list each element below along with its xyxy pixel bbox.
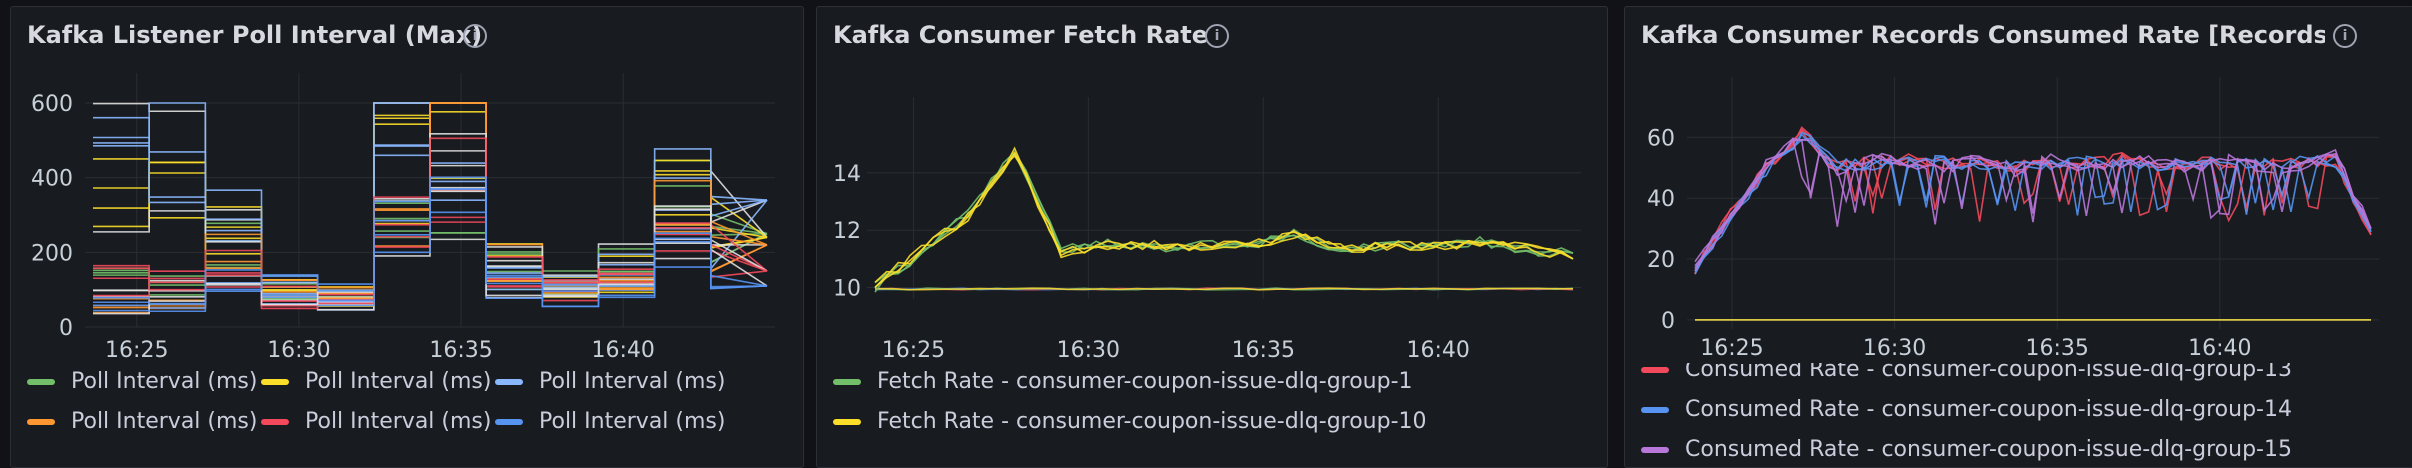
legend-label: Poll Interval (ms): [305, 409, 492, 434]
poll-interval-panel: Kafka Listener Poll Interval (Max) i 0 20…: [10, 6, 804, 468]
legend-label: Poll Interval (ms): [539, 369, 726, 394]
y-tick-label: 0: [1661, 309, 1675, 334]
y-tick-label: 600: [31, 92, 73, 117]
legend-label: Poll Interval (ms): [305, 369, 492, 394]
x-tick-label: 16:30: [1057, 338, 1120, 363]
x-tick-label: 16:40: [591, 338, 654, 363]
legend-label: Poll Interval (ms): [539, 409, 726, 434]
series-line: [1694, 126, 2372, 274]
legend-item[interactable]: Fetch Rate - consumer-coupon-issue-dlq-g…: [833, 369, 1413, 394]
legend-item[interactable]: Consumed Rate - consumer-coupon-issue-dl…: [1641, 437, 2292, 462]
legend-item[interactable]: Poll Interval (ms): [261, 369, 491, 394]
series-line: [874, 151, 1574, 289]
legend-item[interactable]: Poll Interval (ms): [261, 409, 491, 434]
legend-item[interactable]: Poll Interval (ms): [27, 369, 257, 394]
panel-title[interactable]: Kafka Consumer Records Consumed Rate [Re…: [1641, 21, 2325, 49]
legend-swatch: [261, 378, 289, 385]
y-tick-label: 60: [1647, 126, 1675, 151]
x-tick-label: 16:25: [882, 338, 945, 363]
chart-legend: Poll Interval (ms) Poll Interval (ms) Poll…: [11, 369, 803, 459]
chart-legend: Fetch Rate - consumer-coupon-issue-dlq-g…: [817, 369, 1607, 459]
legend-swatch: [833, 418, 861, 425]
legend-item[interactable]: Poll Interval (ms): [495, 409, 725, 434]
legend-swatch: [495, 378, 523, 385]
legend-swatch: [1641, 366, 1669, 373]
series-line: [1694, 139, 2372, 267]
panel-title[interactable]: Kafka Listener Poll Interval (Max): [27, 21, 483, 49]
y-tick-label: 400: [31, 167, 73, 192]
legend-item[interactable]: Fetch Rate - consumer-coupon-issue-dlq-g…: [833, 409, 1427, 434]
y-tick-label: 10: [833, 277, 861, 302]
y-tick-label: 40: [1647, 187, 1675, 212]
legend-item[interactable]: Consumed Rate - consumer-coupon-issue-dl…: [1641, 397, 2292, 422]
legend-swatch: [495, 418, 523, 425]
legend-label: Fetch Rate - consumer-coupon-issue-dlq-g…: [877, 369, 1413, 394]
panel-title[interactable]: Kafka Consumer Fetch Rate: [833, 21, 1209, 49]
y-tick-label: 0: [59, 316, 73, 341]
x-tick-label: 16:30: [1863, 336, 1926, 361]
series-line: [1694, 136, 2372, 263]
legend-swatch: [1641, 406, 1669, 413]
fetch-rate-chart[interactable]: 10 12 14 16:25 16:30 16:35 16:40: [817, 7, 1607, 467]
x-tick-label: 16:35: [2026, 336, 2089, 361]
poll-interval-chart[interactable]: 0 200 400 600 16:25 16:30 16:35 16:40: [11, 7, 803, 467]
chart-legend: Consumed Rate - consumer-coupon-issue-dl…: [1625, 363, 2412, 463]
info-icon[interactable]: i: [463, 24, 487, 48]
x-tick-label: 16:25: [105, 338, 168, 363]
series-line: [874, 154, 1574, 288]
records-consumed-panel: Kafka Consumer Records Consumed Rate [Re…: [1624, 6, 2412, 468]
legend-swatch: [833, 378, 861, 385]
series-line: [874, 151, 1574, 293]
series-line: [93, 176, 768, 308]
series-line: [874, 146, 1574, 283]
y-tick-label: 20: [1647, 248, 1675, 273]
fetch-rate-panel: Kafka Consumer Fetch Rate i 10 12 14 16:25 1…: [816, 6, 1608, 468]
series-line: [1694, 137, 2372, 271]
legend-label: Consumed Rate - consumer-coupon-issue-dl…: [1685, 363, 2292, 382]
legend-swatch: [261, 418, 289, 425]
legend-label: Poll Interval (ms): [71, 369, 258, 394]
y-tick-label: 200: [31, 241, 73, 266]
legend-label: Consumed Rate - consumer-coupon-issue-dl…: [1685, 397, 2292, 422]
records-consumed-chart[interactable]: 0 20 40 60 16:25 16:30 16:35 16:40: [1625, 7, 2412, 467]
legend-swatch: [27, 418, 55, 425]
legend-swatch: [27, 378, 55, 385]
y-tick-label: 14: [833, 162, 861, 187]
legend-item[interactable]: Poll Interval (ms): [27, 409, 257, 434]
legend-item[interactable]: Poll Interval (ms): [495, 369, 725, 394]
x-tick-label: 16:35: [429, 338, 492, 363]
series-line-baseline: [874, 287, 1574, 291]
legend-label: Fetch Rate - consumer-coupon-issue-dlq-g…: [877, 409, 1427, 434]
x-tick-label: 16:35: [1232, 338, 1295, 363]
series-line: [1694, 131, 2372, 269]
legend-label: Consumed Rate - consumer-coupon-issue-dl…: [1685, 437, 2292, 462]
x-tick-label: 16:30: [267, 338, 330, 363]
info-icon[interactable]: i: [2333, 24, 2357, 48]
y-tick-label: 12: [833, 219, 861, 244]
info-icon[interactable]: i: [1205, 24, 1229, 48]
x-tick-label: 16:40: [1406, 338, 1469, 363]
x-tick-label: 16:25: [1700, 336, 1763, 361]
legend-item[interactable]: Consumed Rate - consumer-coupon-issue-dl…: [1641, 363, 2292, 382]
x-tick-label: 16:40: [2188, 336, 2251, 361]
legend-label: Poll Interval (ms): [71, 409, 258, 434]
legend-swatch: [1641, 446, 1669, 453]
